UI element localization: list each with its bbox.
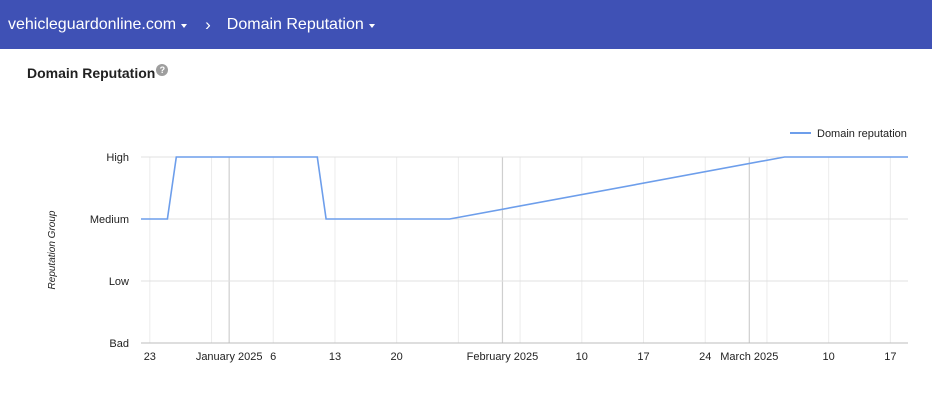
y-tick-label: Bad [109,338,129,350]
site-name: vehicleguardonline.com [8,15,177,33]
breadcrumb-separator-icon: › [205,15,211,34]
y-tick-label: Medium [90,214,129,226]
x-tick-label: March 2025 [720,351,778,363]
site-selector[interactable]: vehicleguardonline.com [8,15,188,34]
top-bar: vehicleguardonline.com › Domain Reputati… [0,0,932,49]
x-tick-label: 24 [699,351,711,363]
caret-down-icon [181,23,188,28]
y-tick-label: High [106,152,129,164]
x-tick-label: 10 [823,351,835,363]
y-axis-title: Reputation Group [47,210,58,289]
page-title: Domain Reputation ? [27,64,169,81]
page-title-text: Domain Reputation [27,65,156,81]
x-tick-label: 17 [637,351,649,363]
x-tick-label: February 2025 [467,351,539,363]
section-selector[interactable]: Domain Reputation [227,16,375,34]
x-tick-label: 13 [329,351,341,363]
x-tick-label: 10 [576,351,588,363]
x-tick-label: 20 [391,351,403,363]
x-tick-label: 23 [144,351,156,363]
x-tick-label: 17 [884,351,896,363]
legend-label: Domain reputation [817,128,907,140]
series-line [141,156,908,220]
x-tick-label: 6 [270,351,276,363]
y-tick-label: Low [109,276,129,288]
section-name: Domain Reputation [226,15,364,33]
x-tick-label: January 2025 [196,351,263,363]
help-icon[interactable]: ? [156,64,169,76]
caret-down-icon [368,23,375,28]
